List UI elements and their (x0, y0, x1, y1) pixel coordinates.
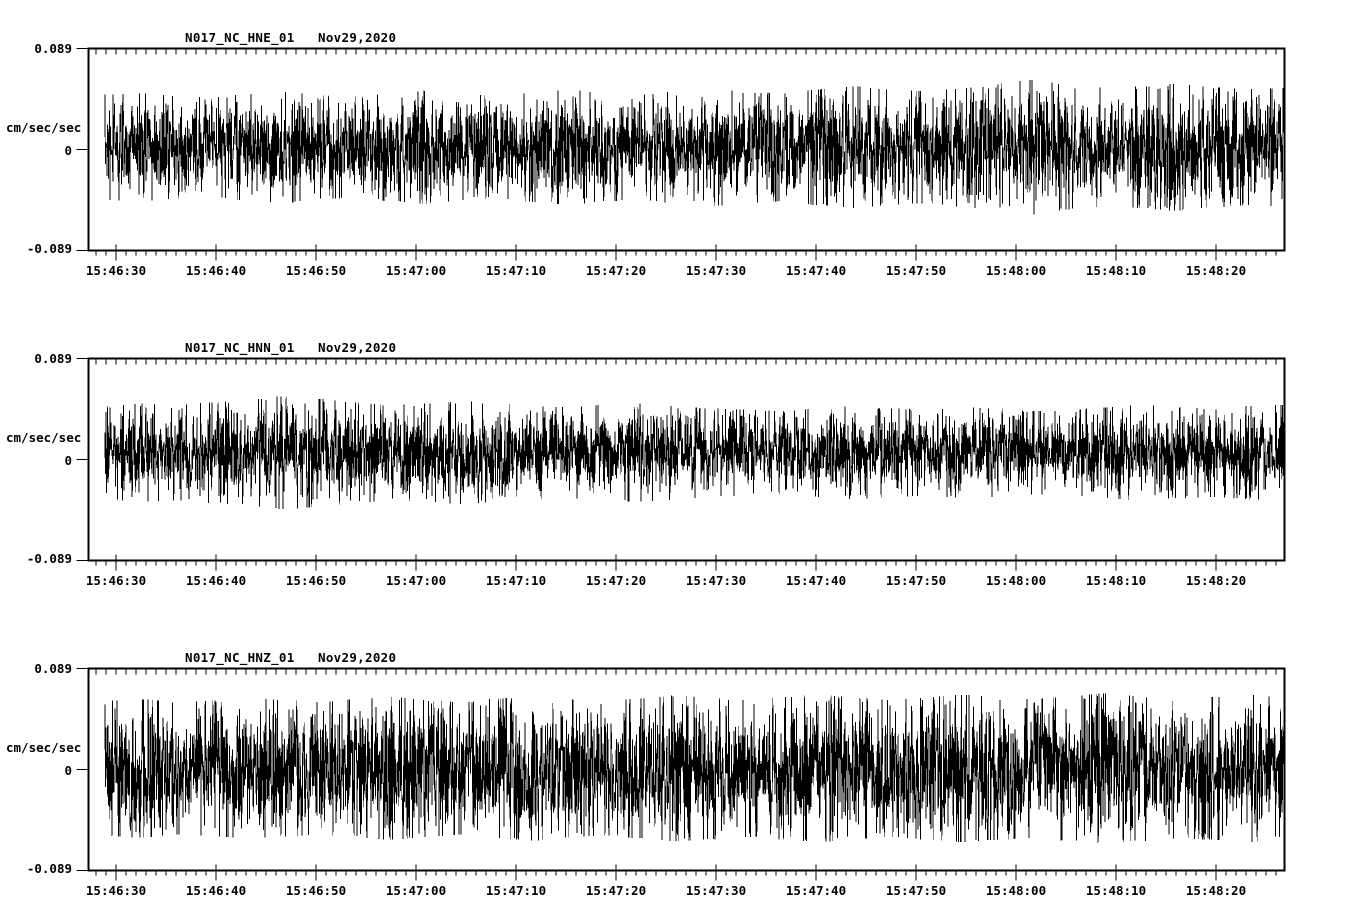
x-axis-tick-label: 15:48:10 (1085, 572, 1147, 588)
x-axis-tick-label: 15:47:30 (685, 572, 747, 588)
seismogram-panel-hne: N017_NC_HNE_01 Nov29,2020 0.089 cm/sec/s… (0, 0, 1358, 310)
seismogram-panel-hnz: N017_NC_HNZ_01 Nov29,2020 0.089 cm/sec/s… (0, 620, 1358, 924)
y-axis-min-label-hnz: -0.089 (26, 861, 72, 876)
panel-title-hnz: N017_NC_HNZ_01 Nov29,2020 (185, 650, 397, 665)
y-axis-zero-label-hnn: 0 (64, 453, 72, 468)
y-axis-min-label-hnn: -0.089 (26, 551, 72, 566)
top-axis-ticks-hnn (95, 358, 1277, 365)
x-axis-tick-label: 15:47:20 (585, 262, 647, 278)
x-axis-tick-label: 15:47:10 (485, 882, 547, 898)
y-axis-max-label-hne: 0.089 (34, 41, 72, 56)
x-axis-tick-label: 15:47:50 (885, 572, 947, 588)
y-axis-unit-label-hnn: cm/sec/sec (6, 430, 82, 445)
x-axis-tick-label: 15:48:20 (1185, 882, 1247, 898)
top-axis-ticks-hnz (95, 668, 1277, 675)
left-axis-ticks-hnn (76, 357, 89, 562)
y-axis-min-label-hne: -0.089 (26, 241, 72, 256)
panel-title-hnn: N017_NC_HNN_01 Nov29,2020 (185, 340, 397, 355)
y-axis-max-label-hnn: 0.089 (34, 351, 72, 366)
x-axis-tick-label: 15:47:40 (785, 882, 847, 898)
bottom-axis-ticks-hne (95, 244, 1277, 261)
x-axis-tick-label: 15:48:00 (985, 262, 1047, 278)
x-axis-tick-label: 15:48:10 (1085, 262, 1147, 278)
x-axis-tick-label: 15:47:00 (385, 882, 447, 898)
x-axis-tick-label: 15:47:00 (385, 262, 447, 278)
seismogram-plot-hne (76, 47, 1286, 261)
x-axis-tick-label: 15:47:30 (685, 262, 747, 278)
waveform-trace-hnz (104, 693, 1285, 844)
bottom-axis-ticks-hnn (95, 554, 1277, 571)
x-axis-tick-label: 15:47:10 (485, 572, 547, 588)
x-axis-tick-label: 15:46:30 (85, 262, 147, 278)
y-axis-unit-label-hnz: cm/sec/sec (6, 740, 82, 755)
bottom-axis-ticks-hnz (95, 864, 1277, 881)
x-axis-tick-label: 15:46:50 (285, 882, 347, 898)
top-axis-ticks-hne (95, 48, 1277, 55)
x-axis-tick-label: 15:48:20 (1185, 262, 1247, 278)
x-axis-tick-label: 15:48:20 (1185, 572, 1247, 588)
x-axis-tick-label: 15:46:40 (185, 572, 247, 588)
x-axis-tick-label: 15:46:50 (285, 572, 347, 588)
x-axis-tick-label: 15:47:50 (885, 262, 947, 278)
x-axis-tick-label: 15:46:30 (85, 882, 147, 898)
seismogram-plot-hnn (76, 357, 1286, 571)
x-axis-tick-label: 15:46:50 (285, 262, 347, 278)
x-axis-tick-label: 15:47:50 (885, 882, 947, 898)
x-axis-tick-label: 15:47:40 (785, 572, 847, 588)
x-axis-tick-label: 15:46:40 (185, 262, 247, 278)
x-axis-tick-label: 15:47:10 (485, 262, 547, 278)
seismogram-plot-hnz (76, 667, 1286, 881)
y-axis-zero-label-hnz: 0 (64, 763, 72, 778)
x-axis-tick-label: 15:48:00 (985, 572, 1047, 588)
x-axis-tick-label: 15:47:20 (585, 882, 647, 898)
x-axis-tick-label: 15:48:10 (1085, 882, 1147, 898)
left-axis-ticks-hnz (76, 667, 89, 872)
seismogram-panel-hnn: N017_NC_HNN_01 Nov29,2020 0.089 cm/sec/s… (0, 310, 1358, 620)
x-axis-tick-label: 15:47:00 (385, 572, 447, 588)
x-axis-tick-label: 15:46:40 (185, 882, 247, 898)
y-axis-max-label-hnz: 0.089 (34, 661, 72, 676)
waveform-trace-hnn (104, 396, 1285, 510)
x-axis-tick-label: 15:47:40 (785, 262, 847, 278)
waveform-trace-hne (104, 79, 1285, 215)
left-axis-ticks-hne (76, 47, 89, 252)
x-axis-tick-label: 15:46:30 (85, 572, 147, 588)
y-axis-unit-label-hne: cm/sec/sec (6, 120, 82, 135)
panel-title-hne: N017_NC_HNE_01 Nov29,2020 (185, 30, 397, 45)
x-axis-tick-label: 15:48:00 (985, 882, 1047, 898)
y-axis-zero-label-hne: 0 (64, 143, 72, 158)
x-axis-tick-label: 15:47:30 (685, 882, 747, 898)
x-axis-tick-label: 15:47:20 (585, 572, 647, 588)
